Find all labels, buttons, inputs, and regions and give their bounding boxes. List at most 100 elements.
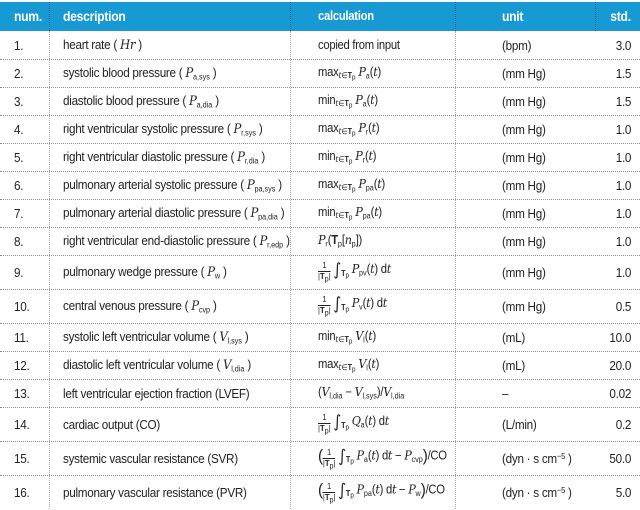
table-row: 10. central venous pressure ( Pcvp ) 1 |T…	[0, 289, 640, 323]
cell-num: 10.	[14, 299, 30, 314]
cell-unit: (dyn · s cm−5 )	[455, 442, 595, 475]
cell-description: central venous pressure ( Pcvp )	[49, 290, 290, 323]
cell-std: 10.0	[609, 330, 631, 345]
cell-unit: (dyn · s cm−5 )	[455, 476, 595, 509]
cell-unit: (mm Hg)	[455, 116, 595, 143]
cell-calculation: maxt∈Tp Pa(t)	[290, 60, 455, 87]
cell-num: 13.	[14, 386, 30, 401]
cell-calculation: 1 |Tp| ∫Tp Ppv(t) dt	[290, 256, 455, 289]
table-row: 7. pulmonary arterial diastolic pressure…	[0, 199, 640, 227]
cell-num: 15.	[14, 451, 30, 466]
cell-description: systolic left ventricular volume ( Vl,sy…	[49, 324, 290, 351]
cell-std: 1.0	[615, 234, 632, 249]
cell-calculation: Pr(Tp[np])	[290, 228, 455, 255]
cell-std: 1.5	[615, 66, 632, 81]
cell-unit: (mm Hg)	[455, 228, 595, 255]
cell-unit: (mm Hg)	[455, 290, 595, 323]
cell-calculation: maxt∈Tp Vl(t)	[290, 352, 455, 379]
cell-num: 2.	[14, 66, 24, 81]
table-row: 16. pulmonary vascular resistance (PVR) …	[0, 475, 640, 509]
header-unit: unit	[455, 2, 595, 31]
table-row: 6. pulmonary arterial systolic pressure …	[0, 171, 640, 199]
cell-calculation: (1 |Tp| ∫Tp Ppa(t) dt − Pw)/CO	[290, 476, 455, 509]
header-std: std.	[595, 2, 640, 31]
cell-num: 6.	[14, 178, 24, 193]
cell-num: 8.	[14, 234, 24, 249]
table-row: 9. pulmonary wedge pressure ( Pw ) 1 |Tp|…	[0, 255, 640, 289]
cell-description: left ventricular ejection fraction (LVEF…	[49, 380, 290, 407]
cell-unit: (mm Hg)	[455, 200, 595, 227]
cell-num: 14.	[14, 417, 30, 432]
cell-std: 1.0	[615, 265, 632, 280]
cell-num: 11.	[14, 330, 29, 345]
cell-num: 16.	[14, 485, 30, 500]
cell-num: 5.	[14, 150, 24, 165]
cell-num: 4.	[14, 122, 24, 137]
cell-description: cardiac output (CO)	[49, 408, 290, 441]
cell-num: 12.	[14, 358, 30, 373]
header-description: description	[49, 2, 290, 31]
cell-calculation: maxt∈Tp Pr(t)	[290, 116, 455, 143]
cell-unit: (mL)	[455, 324, 595, 351]
cell-description: pulmonary arterial diastolic pressure ( …	[49, 200, 290, 227]
cell-std: 0.5	[615, 299, 632, 314]
cell-unit: (mm Hg)	[455, 60, 595, 87]
table-header-row: num. description calculation unit std.	[0, 2, 640, 31]
table-row: 12. diastolic left ventricular volume ( …	[0, 351, 640, 379]
cell-unit: –	[455, 380, 595, 407]
cell-calculation: (1 |Tp| ∫Tp Pa(t) dt − Pcvp)/CO	[290, 442, 455, 475]
table-row: 1. heart rate ( Hr ) copied from input (…	[0, 31, 640, 59]
cell-description: right ventricular end-diastolic pressure…	[49, 228, 290, 255]
cell-std: 0.2	[615, 417, 632, 432]
cell-std: 1.0	[615, 206, 632, 221]
cell-std: 20.0	[609, 358, 631, 373]
cell-std: 3.0	[615, 37, 632, 53]
table-row: 15. systemic vascular resistance (SVR) (…	[0, 441, 640, 475]
cell-description: pulmonary vascular resistance (PVR)	[49, 476, 290, 509]
header-num: num.	[14, 8, 42, 24]
cell-unit: (mm Hg)	[455, 172, 595, 199]
cell-calculation: 1 |Tp| ∫Tp Pv(t) dt	[290, 290, 455, 323]
cell-calculation: (Vl,dia − Vl,sys)/Vl,dia	[290, 380, 455, 407]
cell-unit: (mL)	[455, 352, 595, 379]
cell-calculation: mint∈Tp Pa(t)	[290, 88, 455, 115]
cell-description: right ventricular systolic pressure ( Pr…	[49, 116, 290, 143]
cell-calculation: 1 |Tp| ∫Tp Qa(t) dt	[290, 408, 455, 441]
cell-std: 50.0	[609, 451, 631, 466]
cell-unit: (mm Hg)	[455, 144, 595, 171]
cell-calculation: maxt∈Tp Ppa(t)	[290, 172, 455, 199]
cell-unit: (mm Hg)	[455, 256, 595, 289]
cell-calculation: mint∈Tp Vl(t)	[290, 324, 455, 351]
cell-calculation: mint∈Tp Pr(t)	[290, 144, 455, 171]
cell-std: 1.5	[615, 94, 632, 109]
table-row: 2. systolic blood pressure ( Pa,sys ) ma…	[0, 59, 640, 87]
cell-num: 9.	[14, 265, 24, 280]
table-row: 4. right ventricular systolic pressure (…	[0, 115, 640, 143]
cell-std: 5.0	[615, 485, 632, 500]
cell-description: pulmonary arterial systolic pressure ( P…	[49, 172, 290, 199]
cell-num: 3.	[14, 94, 24, 109]
cell-description: pulmonary wedge pressure ( Pw )	[49, 256, 290, 289]
cell-num: 1.	[14, 37, 24, 53]
cell-unit: (bpm)	[455, 31, 595, 59]
table-row: 11. systolic left ventricular volume ( V…	[0, 323, 640, 351]
table-row: 5. right ventricular diastolic pressure …	[0, 143, 640, 171]
cell-description: systolic blood pressure ( Pa,sys )	[49, 60, 290, 87]
header-calculation: calculation	[290, 2, 455, 31]
cell-std: 1.0	[615, 122, 632, 137]
cell-description: diastolic left ventricular volume ( Vl,d…	[49, 352, 290, 379]
table-row: 14. cardiac output (CO) 1 |Tp| ∫Tp Qa(t) dt…	[0, 407, 640, 441]
cell-std: 1.0	[615, 150, 632, 165]
table-row: 3. diastolic blood pressure ( Pa,dia ) m…	[0, 87, 640, 115]
cell-std: 0.02	[609, 386, 631, 401]
cell-description: right ventricular diastolic pressure ( P…	[49, 144, 290, 171]
cell-description: systemic vascular resistance (SVR)	[49, 442, 290, 475]
cell-calculation: copied from input	[290, 31, 455, 59]
table-row: 8. right ventricular end-diastolic press…	[0, 227, 640, 255]
cell-description: diastolic blood pressure ( Pa,dia )	[49, 88, 290, 115]
table-row: 13. left ventricular ejection fraction (…	[0, 379, 640, 407]
cell-std: 1.0	[615, 178, 632, 193]
cell-unit: (mm Hg)	[455, 88, 595, 115]
cell-unit: (L/min)	[455, 408, 595, 441]
